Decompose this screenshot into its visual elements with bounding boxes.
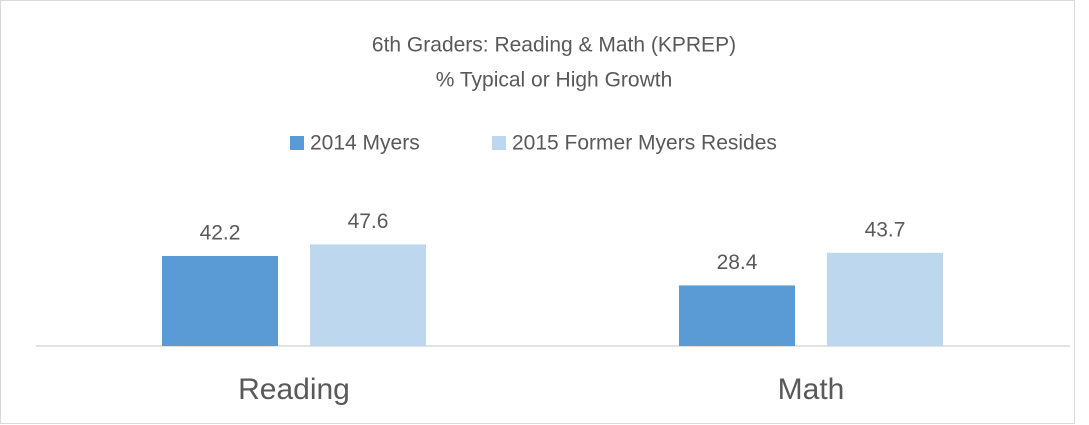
chart-subtitle: % Typical or High Growth	[436, 69, 673, 92]
legend-label: 2014 Myers	[310, 132, 420, 155]
legend-swatch	[290, 136, 304, 150]
bar	[310, 244, 426, 346]
bar	[162, 255, 278, 346]
chart-title: 6th Graders: Reading & Math (KPREP)	[372, 34, 736, 57]
data-label: 43.7	[865, 218, 906, 241]
data-label: 47.6	[348, 210, 389, 233]
legend-swatch	[492, 136, 506, 150]
bar	[679, 285, 795, 346]
bar	[827, 252, 943, 346]
x-tick-label: Reading	[238, 373, 350, 406]
legend-label: 2015 Former Myers Resides	[512, 132, 777, 155]
x-tick-label: Math	[778, 373, 845, 406]
data-label: 42.2	[200, 222, 241, 245]
data-label: 28.4	[717, 251, 758, 274]
